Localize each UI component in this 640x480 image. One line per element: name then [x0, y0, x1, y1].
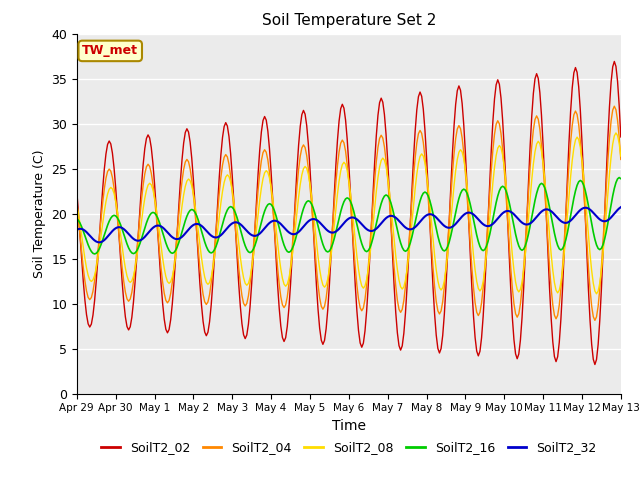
Title: Soil Temperature Set 2: Soil Temperature Set 2: [262, 13, 436, 28]
X-axis label: Time: Time: [332, 419, 366, 433]
Legend: SoilT2_02, SoilT2_04, SoilT2_08, SoilT2_16, SoilT2_32: SoilT2_02, SoilT2_04, SoilT2_08, SoilT2_…: [96, 436, 602, 459]
Text: TW_met: TW_met: [82, 44, 138, 58]
Y-axis label: Soil Temperature (C): Soil Temperature (C): [33, 149, 45, 278]
